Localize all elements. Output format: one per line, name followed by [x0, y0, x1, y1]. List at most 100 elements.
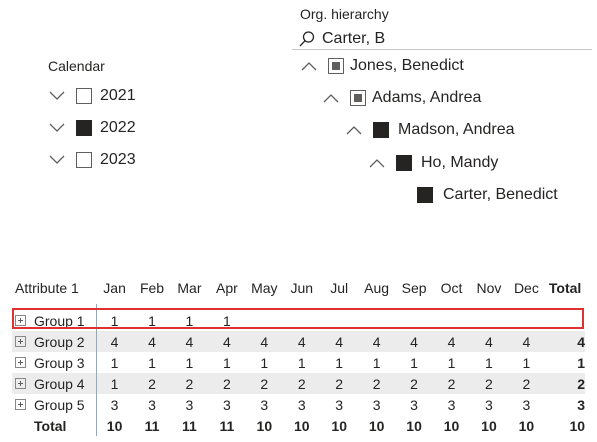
chevron-up-icon[interactable]	[345, 121, 363, 139]
column-header-month[interactable]: Mar	[177, 279, 202, 296]
org-checkbox[interactable]	[373, 122, 389, 138]
table-row[interactable]: Group 4 1 2 2 2 2 2 2 2 2 2 2 2 2	[12, 373, 585, 394]
expand-icon[interactable]	[15, 378, 26, 389]
table-cell: 3	[260, 396, 269, 413]
column-header-month[interactable]: Jun	[290, 279, 314, 296]
org-hierarchy-title: Org. hierarchy	[300, 6, 389, 22]
calendar-item-2021[interactable]: 2021	[48, 84, 136, 108]
org-checkbox[interactable]	[350, 90, 366, 106]
org-checkbox[interactable]	[417, 187, 433, 203]
table-cell: 2	[447, 375, 456, 392]
column-header-month[interactable]: Jan	[103, 279, 126, 296]
table-cell: 3	[222, 396, 231, 413]
column-header-month[interactable]: Nov	[476, 279, 502, 296]
totals-label: Total	[34, 417, 67, 434]
table-cell: 4	[297, 333, 306, 350]
table-cell: 4	[335, 333, 344, 350]
table-cell: 1	[185, 312, 194, 329]
row-total-cell: 1	[577, 354, 586, 371]
org-item-label: Jones, Benedict	[350, 57, 464, 74]
search-box[interactable]: Carter, B	[292, 28, 592, 50]
column-header-month[interactable]: Dec	[513, 279, 539, 296]
total-cell: 10	[331, 417, 347, 434]
search-input[interactable]: Carter, B	[322, 29, 386, 47]
column-header-attribute[interactable]: Attribute 1	[15, 279, 79, 296]
column-header-month[interactable]: Oct	[440, 279, 463, 296]
expand-icon[interactable]	[15, 336, 26, 347]
table-cell: 2	[260, 375, 269, 392]
total-cell: 10	[481, 417, 497, 434]
column-header-month[interactable]: May	[251, 279, 278, 296]
table-cell: 4	[185, 333, 194, 350]
table-cell: 3	[410, 396, 418, 413]
org-item-adams-andrea[interactable]: Adams, Andrea	[322, 85, 481, 111]
chevron-down-icon[interactable]	[48, 87, 66, 105]
expand-icon[interactable]	[15, 399, 26, 410]
chevron-up-icon[interactable]	[368, 154, 386, 172]
table-cell: 2	[297, 375, 306, 392]
org-item-jones-benedict[interactable]: Jones, Benedict	[300, 53, 464, 79]
calendar-item-2023[interactable]: 2023	[48, 148, 136, 172]
checkbox-2021[interactable]	[76, 88, 92, 104]
total-cell: 10	[256, 417, 273, 434]
table-cell: 2	[335, 375, 344, 392]
total-cell: 11	[219, 417, 235, 434]
calendar-item-label: 2021	[100, 87, 136, 104]
org-checkbox[interactable]	[328, 58, 344, 74]
row-total-cell: 3	[577, 396, 586, 413]
column-header-month[interactable]: Apr	[215, 279, 238, 296]
total-cell: 11	[144, 417, 160, 434]
table-cell: 3	[485, 396, 493, 413]
table-cell: 3	[335, 396, 344, 413]
table-cell: 1	[447, 354, 456, 371]
org-item-carter-benedict[interactable]: Carter, Benedict	[417, 182, 558, 208]
org-item-label: Adams, Andrea	[372, 89, 482, 106]
org-item-label: Carter, Benedict	[443, 186, 558, 203]
org-item-ho-mandy[interactable]: Ho, Mandy	[368, 150, 498, 176]
chevron-down-icon[interactable]	[48, 119, 66, 137]
table-cell: 1	[410, 354, 418, 371]
row-label: Group 3	[34, 354, 85, 371]
table-cell: 1	[148, 354, 156, 371]
row-total-cell: 4	[577, 333, 586, 350]
table-cell: 2	[522, 375, 531, 392]
column-header-month[interactable]: Aug	[364, 279, 390, 296]
org-item-madson-andrea[interactable]: Madson, Andrea	[345, 117, 515, 143]
column-header-month[interactable]: Feb	[139, 279, 165, 296]
total-cell: 10	[368, 417, 385, 434]
expand-icon[interactable]	[15, 315, 26, 326]
checkbox-2022[interactable]	[76, 120, 92, 136]
table-cell: 1	[110, 312, 119, 329]
table-row[interactable]: Group 1 1 1 1 1	[12, 310, 585, 331]
table-cell: 1	[335, 354, 344, 371]
table-row[interactable]: Group 3 1 1 1 1 1 1 1 1 1 1 1 1 1	[12, 352, 585, 373]
row-label: Group 1	[34, 312, 85, 329]
column-header-month[interactable]: Jul	[330, 279, 349, 296]
row-header-divider	[96, 304, 97, 436]
org-checkbox[interactable]	[396, 155, 412, 171]
table-cell: 4	[148, 333, 156, 350]
calendar-slicer-title: Calendar	[48, 58, 105, 74]
chevron-up-icon[interactable]	[322, 89, 340, 107]
table-cell: 4	[522, 333, 531, 350]
column-header-month[interactable]: Sep	[401, 279, 427, 296]
expand-icon[interactable]	[15, 357, 26, 368]
chevron-up-icon[interactable]	[300, 57, 318, 75]
org-item-label: Madson, Andrea	[398, 121, 515, 138]
table-cell: 3	[447, 396, 456, 413]
table-cell: 2	[410, 375, 418, 392]
table-cell: 3	[372, 396, 381, 413]
table-row[interactable]: Group 5 3 3 3 3 3 3 3 3 3 3 3 3 3	[12, 394, 585, 415]
chevron-down-icon[interactable]	[48, 151, 66, 169]
total-cell: 10	[443, 417, 460, 434]
table-cell: 2	[485, 375, 493, 392]
row-total-cell: 2	[577, 375, 586, 392]
column-header-total[interactable]: Total	[548, 279, 582, 296]
table-row[interactable]: Group 2 4 4 4 4 4 4 4 4 4 4 4 4 4	[12, 331, 585, 352]
calendar-item-2022[interactable]: 2022	[48, 116, 136, 140]
total-cell: 10	[406, 417, 422, 434]
checkbox-2023[interactable]	[76, 152, 92, 168]
total-cell: 10	[293, 417, 310, 434]
table-cell: 1	[110, 375, 119, 392]
table-cell: 3	[297, 396, 306, 413]
